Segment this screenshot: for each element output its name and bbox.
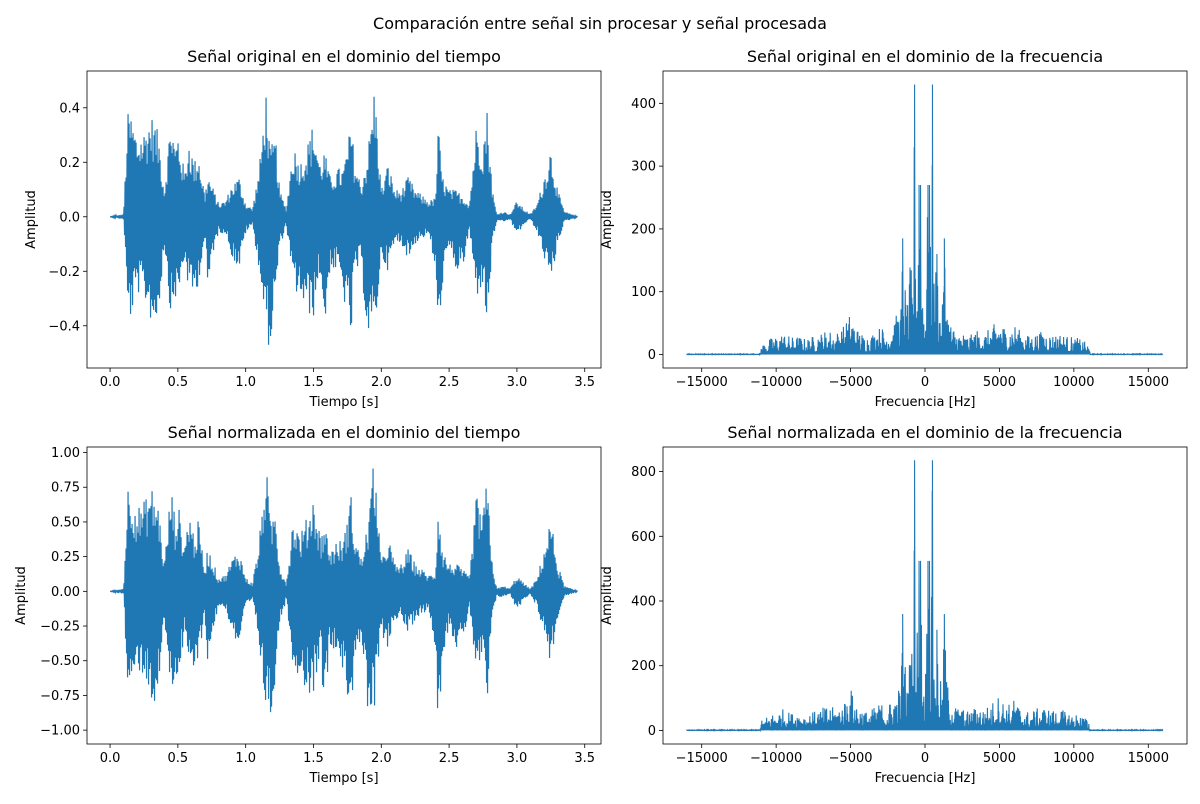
x-tick-label: −10000 xyxy=(750,751,802,766)
y-tick-label: 100 xyxy=(631,285,656,300)
x-tick-label: 1.5 xyxy=(303,375,324,390)
y-tick-label: 600 xyxy=(631,530,656,545)
x-tick-label: 1.0 xyxy=(235,751,256,766)
subplot-title: Señal original en el dominio del tiempo xyxy=(187,47,501,66)
axes-frame xyxy=(662,70,1188,369)
x-tick-label: 15000 xyxy=(1128,751,1169,766)
y-tick-label: −1.00 xyxy=(40,724,80,739)
x-tick-label: 3.0 xyxy=(507,375,528,390)
y-tick-label: 0 xyxy=(648,724,656,739)
x-tick-label: 3.5 xyxy=(574,375,595,390)
y-tick-label: 200 xyxy=(631,659,656,674)
y-tick-label: 1.00 xyxy=(51,446,80,461)
subplot-title: Señal normalizada en el dominio de la fr… xyxy=(727,423,1122,442)
y-tick-label: 300 xyxy=(631,160,656,175)
y-tick-label: 0.0 xyxy=(59,210,80,225)
x-tick-label: 0.0 xyxy=(100,751,121,766)
subplot-2: −15000 −10000 −5000 0 5000 10000 15000 0 100 200 3… xyxy=(600,47,1188,410)
axes-frame xyxy=(86,70,602,369)
signal-line xyxy=(686,460,1164,733)
axes-frame xyxy=(86,446,602,745)
x-tick-label: 1.0 xyxy=(235,375,256,390)
y-axis-label: Amplitud xyxy=(600,566,615,625)
x-axis-label: Frecuencia [Hz] xyxy=(875,771,976,786)
x-tick-label: 2.0 xyxy=(371,375,392,390)
y-axis-label: Amplitud xyxy=(600,190,615,249)
subplot-1: 0.0 0.5 1.0 1.5 2.0 2.5 3.0 3.5 −0.4 −0.2 0.0 0.2 0.… xyxy=(24,47,602,410)
signal-line xyxy=(109,96,578,345)
y-tick-label: 0.75 xyxy=(51,481,80,496)
x-tick-label: 5000 xyxy=(983,375,1016,390)
figure-title: Comparación entre señal sin procesar y s… xyxy=(373,14,827,33)
y-tick-label: 400 xyxy=(631,595,656,610)
x-axis-label: Frecuencia [Hz] xyxy=(875,395,976,410)
x-tick-label: −5000 xyxy=(829,375,873,390)
y-tick-label: 0.00 xyxy=(51,585,80,600)
x-tick-label: 0.5 xyxy=(168,375,189,390)
x-tick-label: 2.0 xyxy=(371,751,392,766)
x-tick-label: 2.5 xyxy=(439,751,460,766)
y-tick-label: 0.2 xyxy=(59,156,80,171)
x-tick-label: 15000 xyxy=(1128,375,1169,390)
x-tick-label: −5000 xyxy=(829,751,873,766)
y-tick-label: 400 xyxy=(631,97,656,112)
signal-line xyxy=(109,468,578,713)
y-tick-label: 0.25 xyxy=(51,550,80,565)
y-tick-label: 0 xyxy=(648,348,656,363)
x-tick-label: 0.5 xyxy=(168,751,189,766)
x-tick-label: 2.5 xyxy=(439,375,460,390)
x-axis-label: Tiempo [s] xyxy=(308,395,378,410)
x-tick-label: −10000 xyxy=(750,375,802,390)
subplot-title: Señal original en el dominio de la frecu… xyxy=(747,47,1103,66)
y-axis-label: Amplitud xyxy=(24,190,39,249)
signal-line xyxy=(686,84,1164,357)
y-axis-label: Amplitud xyxy=(14,566,29,625)
y-tick-label: 800 xyxy=(631,465,656,480)
y-tick-label: −0.4 xyxy=(48,319,80,334)
x-tick-label: 3.5 xyxy=(574,751,595,766)
x-tick-label: −15000 xyxy=(676,751,728,766)
x-axis-label: Tiempo [s] xyxy=(308,771,378,786)
x-tick-label: 0 xyxy=(921,375,929,390)
x-tick-label: 10000 xyxy=(1053,751,1094,766)
x-tick-label: 5000 xyxy=(983,751,1016,766)
x-tick-label: 0 xyxy=(921,751,929,766)
x-tick-label: 3.0 xyxy=(507,751,528,766)
subplot-title: Señal normalizada en el dominio del tiem… xyxy=(168,423,521,442)
y-tick-label: 200 xyxy=(631,222,656,237)
y-tick-label: −0.25 xyxy=(40,620,80,635)
x-tick-label: 10000 xyxy=(1053,375,1094,390)
y-tick-label: −0.50 xyxy=(40,654,80,669)
subplot-4: −15000 −10000 −5000 0 5000 10000 15000 0 200 400 6… xyxy=(600,423,1188,786)
y-tick-label: 0.50 xyxy=(51,515,80,530)
y-tick-label: −0.75 xyxy=(40,689,80,704)
x-tick-label: 0.0 xyxy=(100,375,121,390)
y-tick-label: 0.4 xyxy=(59,101,80,116)
y-tick-label: −0.2 xyxy=(48,265,80,280)
subplot-3: 0.0 0.5 1.0 1.5 2.0 2.5 3.0 3.5 −1.00 −0.75 −0.50 −… xyxy=(14,423,602,786)
x-tick-label: 1.5 xyxy=(303,751,324,766)
x-tick-label: −15000 xyxy=(676,375,728,390)
